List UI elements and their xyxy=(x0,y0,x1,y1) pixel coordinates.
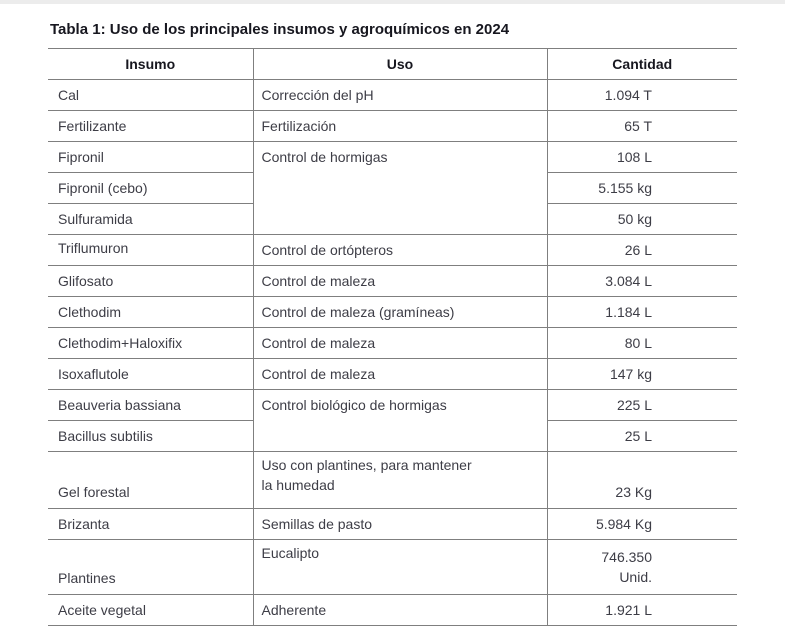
cell-insumo: Plantines xyxy=(48,539,254,595)
cell-uso: Semillas de pasto xyxy=(252,508,548,540)
cell-uso: Corrección del pH xyxy=(252,79,548,111)
cell-insumo: Bacillus subtilis xyxy=(48,420,254,452)
cell-uso: Adherente xyxy=(252,594,548,626)
table-row: Fertilizante Fertilización 65 T xyxy=(48,110,737,142)
column-header-insumo: Insumo xyxy=(48,48,254,80)
table-row: Fipronil Control de hormigas 108 L xyxy=(48,141,737,235)
cell-cantidad: 26 L xyxy=(546,234,737,266)
cell-insumo: Gel forestal xyxy=(48,451,254,509)
table-row: Bacillus subtilis 25 L xyxy=(48,420,737,452)
cell-insumo: Fertilizante xyxy=(48,110,254,142)
cell-cantidad: 746.350 Unid. xyxy=(546,539,737,595)
column-header-cantidad: Cantidad xyxy=(546,48,737,80)
cell-cantidad: 1.094 T xyxy=(546,79,737,111)
cell-uso: Control de maleza xyxy=(252,265,548,297)
cell-insumo: Fipronil xyxy=(48,141,254,173)
table-row: Clethodim Control de maleza (gramíneas) … xyxy=(48,296,737,328)
cell-insumo: Clethodim xyxy=(48,296,254,328)
cell-cantidad: 65 T xyxy=(546,110,737,142)
cell-cantidad: 225 L xyxy=(546,389,737,421)
cell-cantidad: 50 kg xyxy=(546,203,737,235)
cell-insumo: Clethodim+Haloxifix xyxy=(48,327,254,359)
cell-insumo: Triflumuron xyxy=(48,234,254,266)
cell-cantidad: 1.921 L xyxy=(546,594,737,626)
cell-uso-merged: Control biológico de hormigas xyxy=(252,389,548,452)
table-row: Fipronil (cebo) 5.155 kg xyxy=(48,172,737,204)
cell-uso: Control de maleza xyxy=(252,327,548,359)
cell-uso: Eucalipto xyxy=(252,539,548,595)
cell-insumo: Aceite vegetal xyxy=(48,594,254,626)
cell-cantidad: 25 L xyxy=(546,420,737,452)
table-row: Triflumuron Control de ortópteros 26 L xyxy=(48,234,737,266)
cell-uso: Control de ortópteros xyxy=(252,234,548,266)
cell-insumo: Fipronil (cebo) xyxy=(48,172,254,204)
cell-uso: Uso con plantines, para mantener la hume… xyxy=(252,451,548,509)
cell-insumo: Glifosato xyxy=(48,265,254,297)
cell-uso: Control de maleza (gramíneas) xyxy=(252,296,548,328)
table-row: Aceite vegetal Adherente 1.921 L xyxy=(48,594,737,626)
cell-insumo: Brizanta xyxy=(48,508,254,540)
cell-cantidad: 5.155 kg xyxy=(546,172,737,204)
table-row: Glifosato Control de maleza 3.084 L xyxy=(48,265,737,297)
table-header-row: Insumo Uso Cantidad xyxy=(48,48,737,80)
table-row: Clethodim+Haloxifix Control de maleza 80… xyxy=(48,327,737,359)
insumos-table: Insumo Uso Cantidad Cal Corrección del p… xyxy=(48,48,737,626)
cell-uso: Fertilización xyxy=(252,110,548,142)
cell-insumo: Sulfuramida xyxy=(48,203,254,235)
cell-insumo: Cal xyxy=(48,79,254,111)
cell-cantidad: 5.984 Kg xyxy=(546,508,737,540)
table-caption: Tabla 1: Uso de los principales insumos … xyxy=(50,21,510,38)
table-row: Gel forestal Uso con plantines, para man… xyxy=(48,451,737,509)
cell-cantidad: 80 L xyxy=(546,327,737,359)
cell-insumo: Beauveria bassiana xyxy=(48,389,254,421)
column-header-uso: Uso xyxy=(252,48,548,80)
cell-cantidad: 1.184 L xyxy=(546,296,737,328)
page-top-strip xyxy=(0,0,785,4)
table-row: Beauveria bassiana Control biológico de … xyxy=(48,389,737,452)
cell-uso: Control de maleza xyxy=(252,358,548,390)
cell-cantidad: 23 Kg xyxy=(546,451,737,509)
table-row: Brizanta Semillas de pasto 5.984 Kg xyxy=(48,508,737,540)
cell-cantidad: 147 kg xyxy=(546,358,737,390)
table-row: Isoxaflutole Control de maleza 147 kg xyxy=(48,358,737,390)
cell-uso-merged: Control de hormigas xyxy=(252,141,548,235)
cell-cantidad: 3.084 L xyxy=(546,265,737,297)
cell-cantidad: 108 L xyxy=(546,141,737,173)
table-row: Cal Corrección del pH 1.094 T xyxy=(48,79,737,111)
cell-insumo: Isoxaflutole xyxy=(48,358,254,390)
table-row: Plantines Eucalipto 746.350 Unid. xyxy=(48,539,737,595)
